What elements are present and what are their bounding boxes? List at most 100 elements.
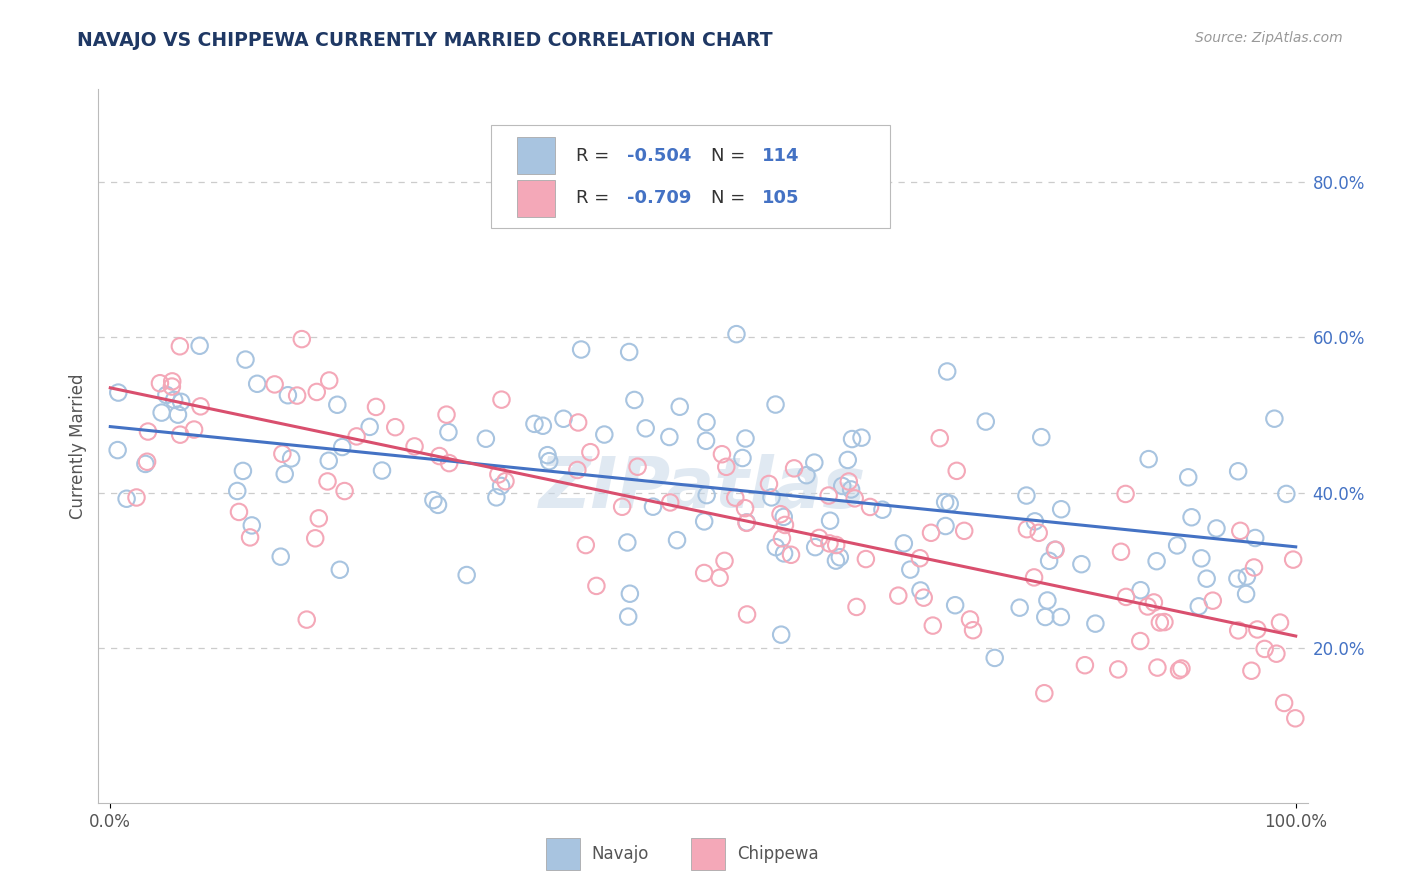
Point	[346, 429, 368, 443]
Point	[828, 550, 851, 565]
Point	[271, 447, 294, 461]
Point	[422, 493, 444, 508]
Point	[280, 451, 302, 466]
Point	[1024, 514, 1046, 528]
FancyBboxPatch shape	[492, 125, 890, 228]
Point	[149, 376, 172, 391]
Point	[780, 548, 803, 562]
Point	[579, 445, 602, 459]
Point	[1084, 616, 1107, 631]
Point	[107, 443, 129, 458]
Point	[1229, 524, 1251, 538]
Point	[115, 491, 138, 506]
Bar	[517, 180, 555, 217]
Point	[1168, 663, 1191, 677]
Point	[1263, 411, 1285, 425]
Point	[658, 430, 681, 444]
Point	[845, 599, 868, 614]
Point	[710, 447, 733, 461]
Point	[364, 400, 387, 414]
Point	[818, 514, 841, 528]
Point	[456, 568, 478, 582]
Point	[318, 454, 340, 468]
Point	[953, 524, 976, 538]
Point	[693, 566, 716, 580]
Point	[1282, 552, 1305, 566]
Text: 105: 105	[762, 189, 800, 207]
Point	[617, 609, 640, 624]
Point	[235, 352, 257, 367]
Point	[437, 425, 460, 439]
Point	[333, 484, 356, 499]
Point	[567, 416, 589, 430]
Text: NAVAJO VS CHIPPEWA CURRENTLY MARRIED CORRELATION CHART: NAVAJO VS CHIPPEWA CURRENTLY MARRIED COR…	[77, 31, 773, 50]
Point	[330, 440, 353, 454]
Y-axis label: Currently Married: Currently Married	[69, 373, 87, 519]
Point	[304, 531, 326, 545]
Point	[804, 540, 827, 554]
Point	[934, 495, 956, 509]
Point	[1253, 642, 1275, 657]
Text: N =: N =	[711, 189, 751, 207]
Point	[796, 468, 818, 483]
Point	[1143, 595, 1166, 609]
Point	[731, 450, 754, 465]
Point	[808, 531, 831, 545]
Point	[1244, 531, 1267, 545]
Point	[183, 423, 205, 437]
Point	[641, 500, 664, 514]
Point	[803, 456, 825, 470]
Point	[1022, 570, 1045, 584]
Point	[959, 612, 981, 626]
Point	[1188, 599, 1211, 614]
Text: -0.709: -0.709	[627, 189, 692, 207]
Point	[155, 388, 177, 402]
Point	[1033, 610, 1056, 624]
Point	[475, 432, 498, 446]
Point	[844, 491, 866, 506]
Point	[1008, 600, 1031, 615]
Point	[226, 483, 249, 498]
Point	[695, 434, 717, 448]
Point	[1227, 464, 1250, 478]
Point	[486, 467, 509, 482]
Point	[1265, 647, 1288, 661]
Point	[1236, 569, 1258, 583]
Point	[773, 546, 796, 560]
Point	[170, 395, 193, 409]
Point	[285, 388, 308, 402]
Point	[818, 536, 841, 550]
Point	[696, 488, 718, 502]
Point	[1202, 593, 1225, 607]
Point	[523, 417, 546, 431]
Point	[160, 379, 183, 393]
Bar	[517, 137, 555, 174]
Point	[735, 607, 758, 622]
Text: R =: R =	[576, 189, 614, 207]
Point	[163, 392, 186, 407]
Point	[945, 464, 967, 478]
Point	[1015, 489, 1038, 503]
Point	[761, 491, 783, 505]
Point	[1226, 572, 1249, 586]
Point	[668, 400, 690, 414]
Point	[1268, 615, 1291, 630]
Point	[318, 374, 340, 388]
Point	[962, 624, 984, 638]
Point	[938, 497, 960, 511]
Point	[263, 377, 285, 392]
Point	[910, 583, 932, 598]
Point	[765, 398, 787, 412]
Point	[295, 613, 318, 627]
Point	[169, 339, 191, 353]
Point	[1129, 583, 1152, 598]
Point	[436, 408, 458, 422]
Point	[150, 406, 173, 420]
Point	[634, 421, 657, 435]
Point	[1170, 661, 1192, 675]
Point	[1146, 660, 1168, 674]
Point	[735, 516, 758, 530]
Point	[593, 427, 616, 442]
Point	[1015, 522, 1038, 536]
Point	[1240, 664, 1263, 678]
